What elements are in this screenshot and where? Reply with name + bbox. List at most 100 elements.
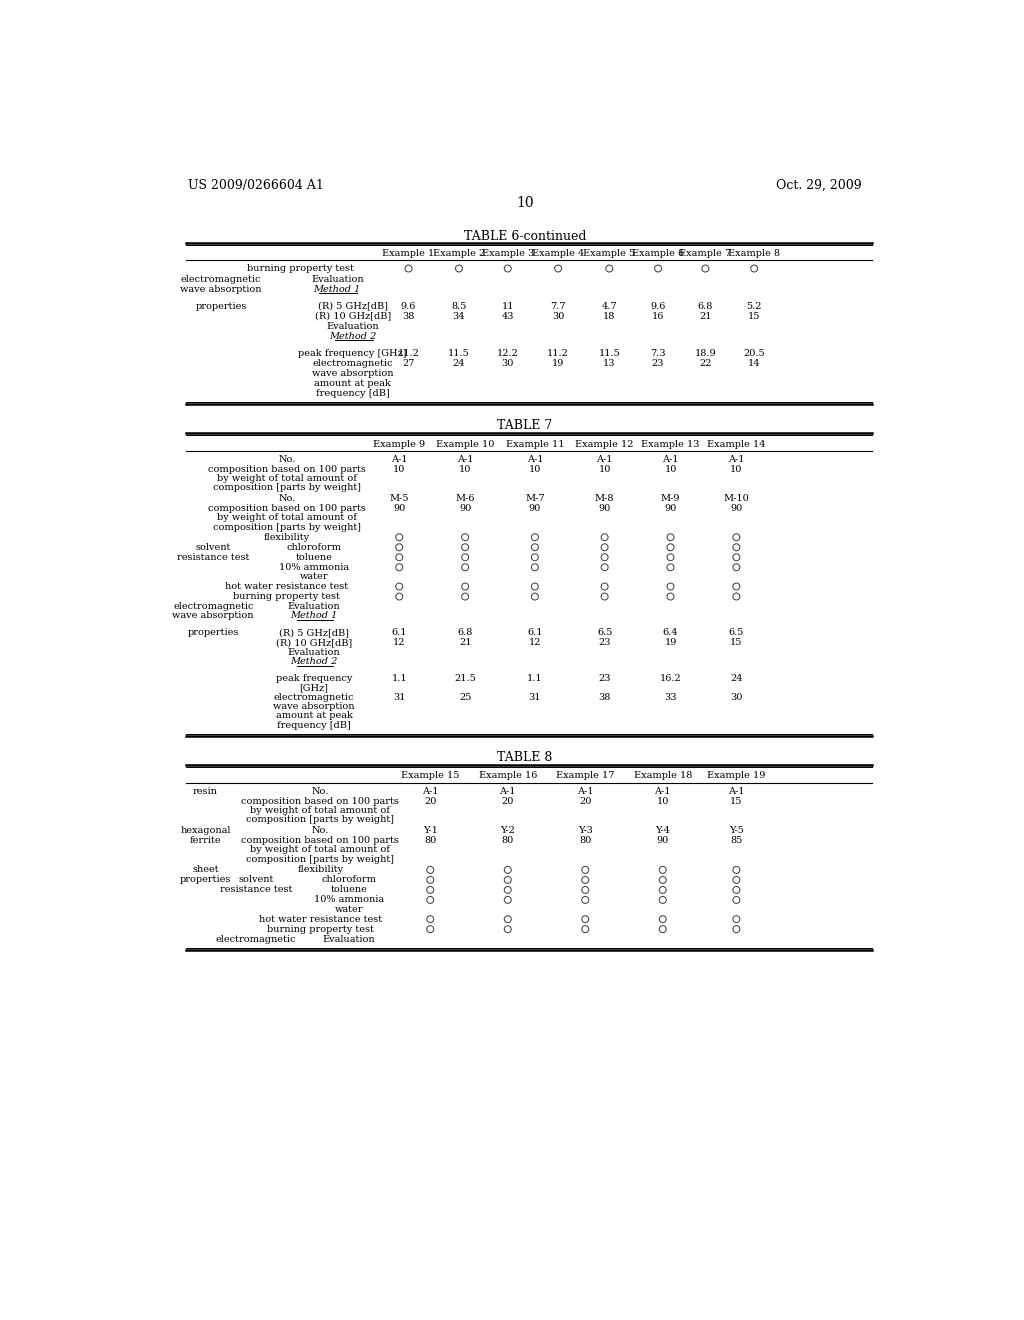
Text: M-5: M-5 [389,494,409,503]
Text: amount at peak: amount at peak [314,379,391,388]
Text: 16.2: 16.2 [659,675,681,684]
Text: 11.2: 11.2 [397,348,420,358]
Text: 6.5: 6.5 [729,628,744,638]
Text: water: water [335,904,364,913]
Text: 11: 11 [502,302,514,310]
Text: 90: 90 [730,504,742,513]
Text: 24: 24 [453,359,465,368]
Text: 6.4: 6.4 [663,628,678,638]
Text: Example 4: Example 4 [532,249,585,259]
Text: chloroform: chloroform [287,543,341,552]
Text: hexagonal: hexagonal [180,826,230,836]
Text: 4.7: 4.7 [601,302,617,310]
Text: properties: properties [196,302,247,310]
Text: 19: 19 [665,639,677,647]
Text: A-1: A-1 [422,787,438,796]
Text: 90: 90 [598,504,610,513]
Text: A-1: A-1 [663,455,679,463]
Text: frequency [dB]: frequency [dB] [315,389,389,397]
Text: Example 18: Example 18 [634,771,692,780]
Text: 33: 33 [665,693,677,702]
Text: Example 6: Example 6 [632,249,684,259]
Text: Example 11: Example 11 [506,440,564,449]
Text: No.: No. [279,494,296,503]
Text: wave absorption: wave absorption [180,285,262,294]
Text: 27: 27 [402,359,415,368]
Text: resin: resin [194,787,218,796]
Text: 90: 90 [528,504,541,513]
Text: 11.2: 11.2 [547,348,569,358]
Text: 85: 85 [730,836,742,845]
Text: solvent: solvent [239,875,273,884]
Text: Evaluation: Evaluation [311,275,364,284]
Text: (R) 5 GHz[dB]: (R) 5 GHz[dB] [317,302,388,310]
Text: 1.1: 1.1 [391,675,408,684]
Text: 6.1: 6.1 [527,628,543,638]
Text: A-1: A-1 [577,787,594,796]
Text: 12.2: 12.2 [497,348,519,358]
Text: 34: 34 [453,312,465,321]
Text: 10% ammonia: 10% ammonia [313,895,384,904]
Text: wave absorption: wave absorption [273,702,354,711]
Text: Example 16: Example 16 [478,771,537,780]
Text: properties: properties [180,875,231,884]
Text: peak frequency: peak frequency [275,675,352,684]
Text: Evaluation: Evaluation [288,648,340,657]
Text: by weight of total amount of: by weight of total amount of [217,513,356,523]
Text: 6.5: 6.5 [597,628,612,638]
Text: electromagnetic: electromagnetic [312,359,393,368]
Text: Method 2: Method 2 [329,331,377,341]
Text: A-1: A-1 [500,787,516,796]
Text: Example 8: Example 8 [728,249,780,259]
Text: 90: 90 [665,504,677,513]
Text: 23: 23 [652,359,665,368]
Text: 20.5: 20.5 [743,348,765,358]
Text: US 2009/0266604 A1: US 2009/0266604 A1 [188,178,325,191]
Text: composition based on 100 parts: composition based on 100 parts [242,836,399,845]
Text: M-9: M-9 [660,494,680,503]
Text: TABLE 8: TABLE 8 [497,751,553,764]
Text: No.: No. [311,826,329,836]
Text: 10: 10 [656,797,669,805]
Text: Y-3: Y-3 [578,826,593,836]
Text: Example 9: Example 9 [373,440,425,449]
Text: Example 10: Example 10 [436,440,495,449]
Text: Example 2: Example 2 [433,249,485,259]
Text: 23: 23 [598,639,611,647]
Text: Example 13: Example 13 [641,440,699,449]
Text: TABLE 7: TABLE 7 [498,418,552,432]
Text: A-1: A-1 [457,455,473,463]
Text: No.: No. [279,455,296,463]
Text: resistance test: resistance test [177,553,250,562]
Text: flexibility: flexibility [297,866,343,874]
Text: Method 2: Method 2 [291,657,338,667]
Text: 31: 31 [528,693,541,702]
Text: 19: 19 [552,359,564,368]
Text: 6.1: 6.1 [391,628,407,638]
Text: by weight of total amount of: by weight of total amount of [250,845,390,854]
Text: Example 19: Example 19 [708,771,766,780]
Text: 7.7: 7.7 [550,302,566,310]
Text: 11.5: 11.5 [449,348,470,358]
Text: composition based on 100 parts: composition based on 100 parts [208,504,366,513]
Text: Oct. 29, 2009: Oct. 29, 2009 [775,178,861,191]
Text: 10: 10 [459,465,471,474]
Text: 10: 10 [393,465,406,474]
Text: Y-1: Y-1 [423,826,437,836]
Text: burning property test: burning property test [247,264,353,273]
Text: M-10: M-10 [724,494,750,503]
Text: composition [parts by weight]: composition [parts by weight] [213,483,360,492]
Text: 38: 38 [598,693,610,702]
Text: 21: 21 [459,639,471,647]
Text: 80: 80 [424,836,436,845]
Text: wave absorption: wave absorption [312,368,393,378]
Text: wave absorption: wave absorption [172,611,254,620]
Text: Example 12: Example 12 [575,440,634,449]
Text: 90: 90 [393,504,406,513]
Text: ferrite: ferrite [189,836,221,845]
Text: composition based on 100 parts: composition based on 100 parts [208,465,366,474]
Text: 10: 10 [598,465,610,474]
Text: 22: 22 [699,359,712,368]
Text: A-1: A-1 [728,455,744,463]
Text: burning property test: burning property test [267,925,374,933]
